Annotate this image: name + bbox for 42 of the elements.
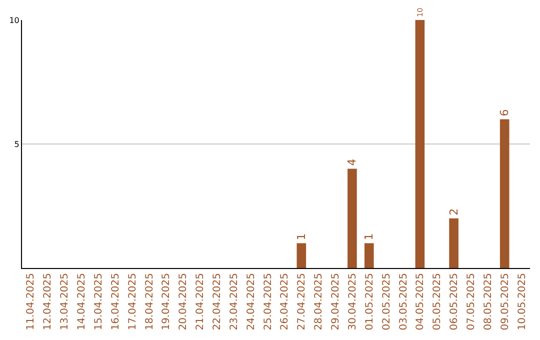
x-tick-label: 04.05.2025 (415, 273, 426, 330)
x-tick-label: 13.04.2025 (60, 273, 71, 330)
data-label: 2 (447, 208, 460, 216)
x-tick-label: 24.04.2025 (246, 273, 257, 330)
x-tick-label: 05.05.2025 (432, 273, 444, 330)
x-tick-label: 30.04.2025 (347, 273, 358, 330)
x-tick-label: 07.05.2025 (466, 273, 477, 330)
x-tick-label: 09.05.2025 (500, 273, 511, 330)
bar (364, 243, 374, 268)
bar (449, 218, 458, 268)
bar (500, 119, 510, 268)
x-tick-label: 22.04.2025 (212, 273, 223, 330)
data-label: 1 (294, 233, 308, 240)
x-tick-label: 01.05.2025 (364, 273, 376, 330)
x-tick-label: 10.05.2025 (516, 273, 528, 330)
x-tick-label: 14.04.2025 (76, 273, 88, 330)
x-tick-label: 27.04.2025 (296, 273, 308, 330)
x-tick-label: 06.05.2025 (449, 273, 460, 330)
x-tick-label: 17.04.2025 (127, 273, 138, 330)
bar (415, 20, 425, 268)
x-tick-label: 21.04.2025 (195, 273, 206, 330)
x-tick-label: 26.04.2025 (280, 273, 291, 330)
x-tick-label: 16.04.2025 (110, 273, 122, 330)
x-tick-label: 28.04.2025 (314, 273, 325, 330)
x-tick-label: 29.04.2025 (330, 273, 342, 330)
x-tick-label: 23.04.2025 (228, 273, 240, 330)
bar (296, 243, 306, 268)
x-tick-label: 18.04.2025 (144, 273, 156, 330)
y-tick-label: 5 (14, 140, 20, 149)
x-tick-label: 03.05.2025 (398, 273, 410, 330)
x-tick-label: 25.04.2025 (262, 273, 274, 330)
x-tick-label: 15.04.2025 (93, 273, 104, 330)
data-label: 6 (498, 109, 512, 116)
data-label: 1 (362, 233, 376, 240)
x-tick-label: 20.04.2025 (178, 273, 190, 330)
x-tick-label: 19.04.2025 (161, 273, 172, 330)
bar (348, 168, 357, 268)
data-label: 4 (346, 158, 359, 166)
x-tick-label: 12.04.2025 (42, 273, 54, 330)
x-tick-label: 11.04.2025 (26, 273, 37, 330)
x-tick-label: 08.05.2025 (482, 273, 494, 330)
x-tick-label: 02.05.2025 (381, 273, 392, 330)
